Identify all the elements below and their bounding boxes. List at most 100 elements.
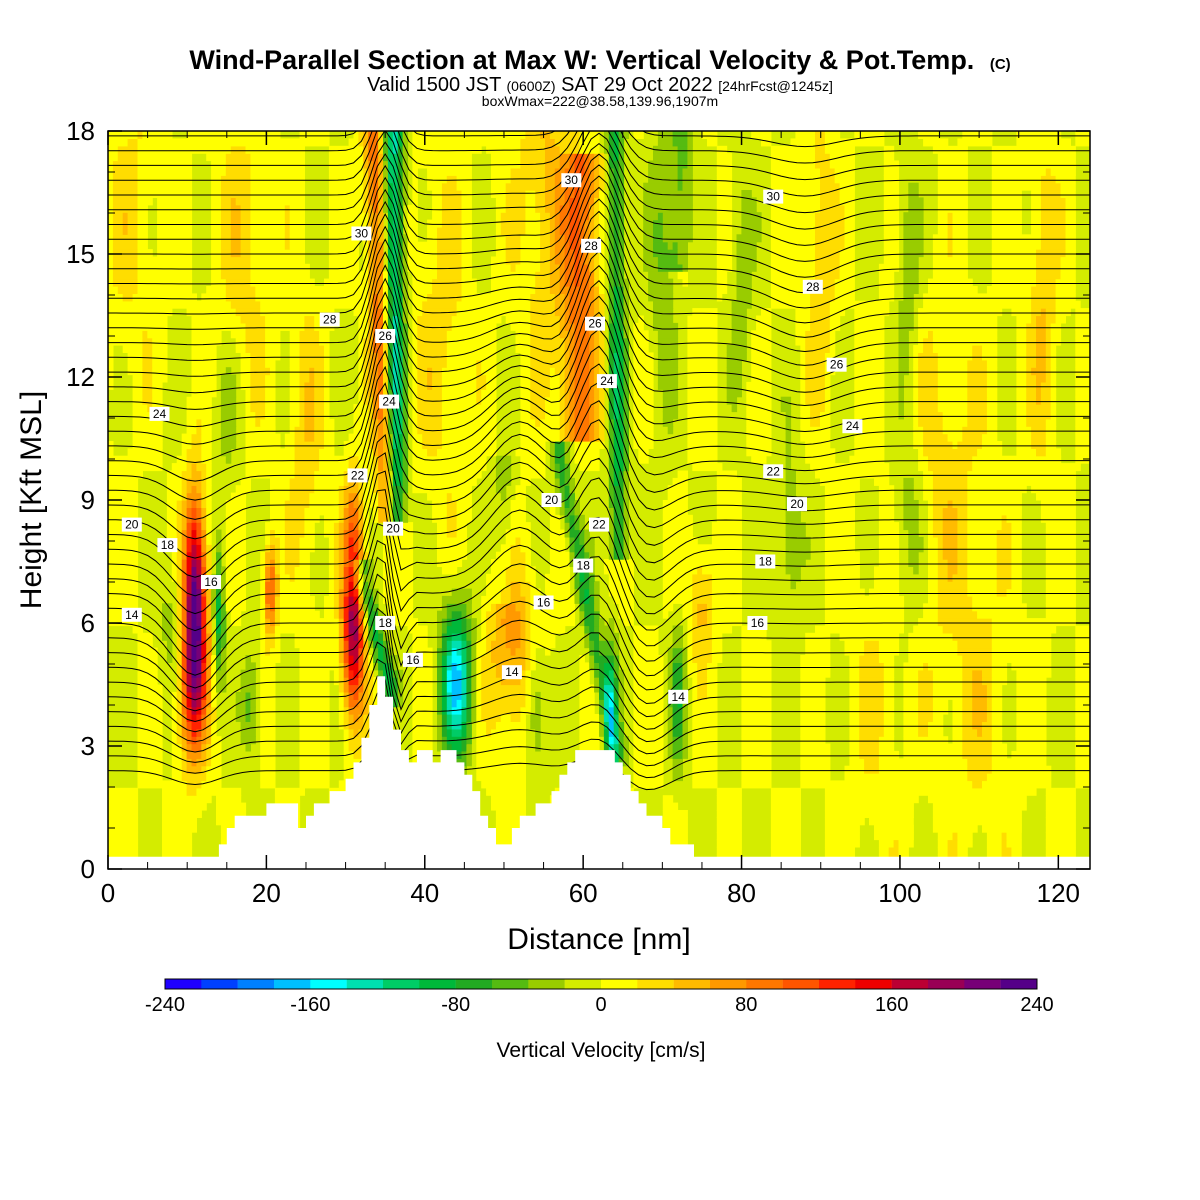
w-cell — [844, 765, 865, 774]
w-cell — [500, 212, 526, 221]
w-cell — [191, 337, 222, 346]
w-cell — [594, 190, 600, 198]
w-cell — [662, 802, 679, 811]
w-cell — [967, 374, 988, 383]
w-cell — [191, 381, 217, 390]
w-cell — [707, 684, 718, 693]
w-cell — [554, 448, 566, 457]
subtitle-valid: Valid 1500 JST — [367, 74, 501, 96]
w-cell — [461, 706, 467, 715]
w-cell — [638, 448, 649, 457]
w-cell — [594, 160, 600, 169]
w-cell — [633, 728, 664, 737]
w-cell — [343, 448, 374, 457]
w-cell — [800, 411, 811, 420]
y-tick-label: 18 — [66, 116, 95, 146]
w-cell — [829, 315, 841, 324]
w-cell — [599, 182, 605, 191]
w-cell — [368, 241, 374, 250]
w-cell — [260, 581, 266, 590]
w-cell — [569, 293, 590, 302]
w-cell — [186, 610, 193, 619]
w-cell — [1045, 787, 1076, 796]
w-cell — [937, 374, 968, 383]
w-cell — [613, 418, 625, 427]
w-cell — [206, 625, 212, 634]
w-cell — [613, 529, 625, 538]
w-cell — [368, 138, 379, 147]
w-cell — [564, 167, 575, 176]
w-cell — [623, 750, 629, 759]
theta-contour-line — [108, 523, 1090, 648]
w-cell — [206, 714, 212, 722]
w-cell — [623, 441, 629, 449]
w-cell — [618, 684, 625, 693]
w-cell — [937, 352, 973, 361]
w-cell — [878, 655, 895, 663]
w-cell — [383, 278, 389, 287]
w-cell — [176, 728, 183, 737]
w-cell — [839, 263, 855, 272]
w-cell — [608, 522, 615, 531]
w-cell — [962, 426, 988, 435]
w-cell — [657, 131, 674, 139]
w-cell — [446, 699, 453, 708]
w-cell — [142, 396, 153, 405]
w-cell — [338, 640, 345, 649]
w-cell — [284, 241, 291, 250]
w-cell — [864, 765, 880, 774]
w-cell — [878, 271, 895, 280]
theta-label: 16 — [201, 575, 221, 589]
w-cell — [186, 411, 212, 420]
w-cell — [162, 802, 207, 811]
w-cell — [594, 426, 600, 435]
w-cell — [402, 337, 409, 346]
w-cell — [913, 345, 924, 353]
w-cell — [343, 581, 350, 590]
w-cell — [672, 669, 683, 678]
w-cell — [908, 655, 963, 663]
w-cell — [1075, 625, 1090, 634]
w-cell — [1031, 308, 1042, 317]
w-cell — [711, 595, 742, 604]
w-cell — [608, 263, 615, 272]
w-cell — [633, 647, 659, 656]
w-cell — [137, 226, 148, 235]
w-cell — [991, 632, 1052, 641]
w-cell — [186, 573, 193, 582]
w-cell — [613, 647, 620, 656]
w-cell — [324, 529, 335, 538]
w-cell — [358, 662, 364, 671]
w-cell — [461, 241, 472, 250]
w-cell — [338, 603, 345, 612]
w-cell — [201, 529, 207, 538]
w-cell — [618, 197, 625, 206]
w-cell — [716, 514, 742, 523]
theta-label-text: 24 — [153, 407, 167, 421]
w-cell — [687, 389, 718, 398]
w-cell — [373, 308, 384, 317]
w-cell — [932, 529, 944, 538]
w-cell — [201, 544, 207, 553]
w-cell — [196, 736, 202, 745]
w-cell — [564, 389, 571, 398]
w-cell — [373, 256, 384, 265]
w-cell — [878, 551, 900, 560]
w-cell — [191, 433, 202, 442]
w-cell — [206, 551, 212, 560]
w-cell — [908, 632, 954, 641]
w-cell — [682, 677, 688, 686]
w-cell — [392, 374, 399, 383]
w-cell — [569, 374, 575, 383]
w-cell — [520, 249, 541, 258]
theta-label-bg — [121, 517, 142, 532]
w-cell — [294, 433, 305, 442]
w-cell — [599, 212, 605, 221]
w-cell — [682, 714, 688, 722]
w-cell — [716, 832, 742, 841]
w-cell — [407, 234, 418, 243]
w-cell — [304, 411, 315, 420]
w-cell — [274, 544, 281, 553]
w-cell — [1016, 337, 1027, 346]
w-cell — [878, 263, 900, 272]
